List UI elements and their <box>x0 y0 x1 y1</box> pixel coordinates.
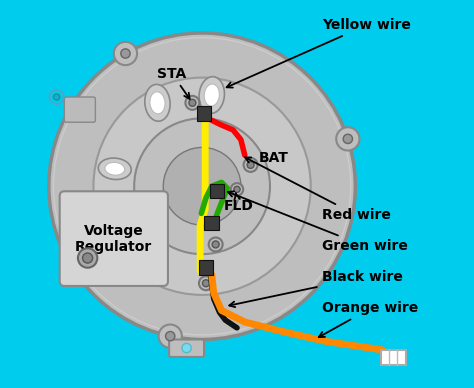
Ellipse shape <box>199 77 225 113</box>
FancyBboxPatch shape <box>204 216 219 230</box>
Circle shape <box>78 248 97 268</box>
Ellipse shape <box>204 84 219 106</box>
Text: FLD: FLD <box>223 193 253 213</box>
Ellipse shape <box>117 252 147 279</box>
FancyBboxPatch shape <box>197 106 211 121</box>
Ellipse shape <box>98 211 116 224</box>
Circle shape <box>93 78 311 295</box>
FancyBboxPatch shape <box>169 340 204 357</box>
Ellipse shape <box>98 158 131 180</box>
Ellipse shape <box>91 206 122 228</box>
Circle shape <box>134 118 270 254</box>
FancyBboxPatch shape <box>199 260 213 275</box>
Ellipse shape <box>105 162 125 175</box>
FancyBboxPatch shape <box>64 97 95 122</box>
Circle shape <box>212 241 219 248</box>
Circle shape <box>163 147 241 225</box>
Circle shape <box>121 49 130 58</box>
Ellipse shape <box>145 85 170 121</box>
Circle shape <box>336 127 359 151</box>
Circle shape <box>199 276 213 290</box>
Circle shape <box>165 331 175 341</box>
Text: Red wire: Red wire <box>245 158 391 222</box>
Ellipse shape <box>150 92 165 114</box>
Circle shape <box>202 280 210 287</box>
Circle shape <box>82 253 92 263</box>
Text: Yellow wire: Yellow wire <box>227 18 411 88</box>
Circle shape <box>189 99 196 106</box>
Circle shape <box>209 237 223 251</box>
Text: STA: STA <box>157 67 190 99</box>
Circle shape <box>244 158 257 172</box>
FancyBboxPatch shape <box>381 350 406 365</box>
Circle shape <box>159 324 182 348</box>
Text: BAT: BAT <box>259 151 289 165</box>
Text: Voltage
Regulator: Voltage Regulator <box>75 223 153 254</box>
Circle shape <box>185 96 200 110</box>
Ellipse shape <box>123 258 141 274</box>
Circle shape <box>247 161 254 168</box>
FancyBboxPatch shape <box>60 191 168 286</box>
Text: Green wire: Green wire <box>228 191 408 253</box>
FancyBboxPatch shape <box>210 184 224 198</box>
Circle shape <box>182 343 191 353</box>
Circle shape <box>49 33 356 340</box>
Text: Black wire: Black wire <box>229 270 403 307</box>
Circle shape <box>50 90 64 104</box>
Text: Orange wire: Orange wire <box>319 301 419 337</box>
Circle shape <box>114 42 137 65</box>
Circle shape <box>234 186 240 192</box>
Circle shape <box>54 94 60 100</box>
Circle shape <box>231 183 243 196</box>
Circle shape <box>343 134 353 144</box>
